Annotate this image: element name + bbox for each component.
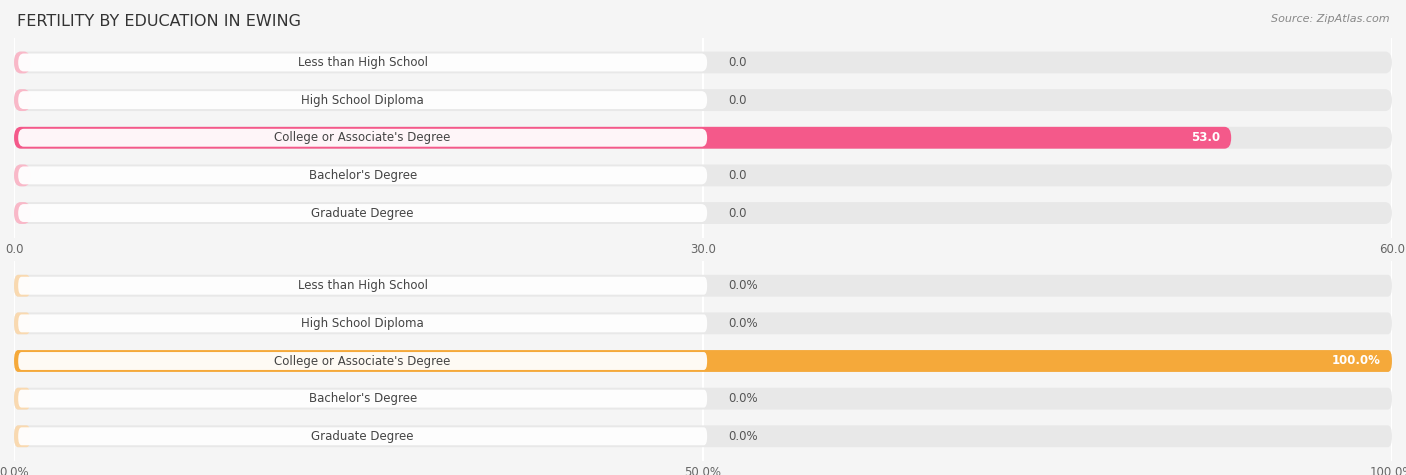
FancyBboxPatch shape (14, 313, 1392, 334)
Text: 100.0%: 100.0% (1331, 354, 1381, 368)
FancyBboxPatch shape (14, 164, 1392, 186)
FancyBboxPatch shape (14, 313, 31, 334)
FancyBboxPatch shape (18, 428, 707, 445)
Text: 53.0: 53.0 (1191, 131, 1220, 144)
FancyBboxPatch shape (14, 202, 31, 224)
Text: 0.0: 0.0 (728, 207, 747, 219)
FancyBboxPatch shape (18, 352, 707, 370)
FancyBboxPatch shape (14, 202, 1392, 224)
Text: Source: ZipAtlas.com: Source: ZipAtlas.com (1271, 14, 1389, 24)
Text: High School Diploma: High School Diploma (301, 94, 425, 106)
FancyBboxPatch shape (18, 314, 707, 332)
FancyBboxPatch shape (14, 275, 31, 296)
Text: 0.0%: 0.0% (728, 392, 758, 405)
Text: College or Associate's Degree: College or Associate's Degree (274, 131, 451, 144)
Text: Less than High School: Less than High School (298, 56, 427, 69)
FancyBboxPatch shape (14, 426, 31, 447)
Text: College or Associate's Degree: College or Associate's Degree (274, 354, 451, 368)
FancyBboxPatch shape (18, 204, 707, 222)
Text: 0.0: 0.0 (728, 94, 747, 106)
Text: 0.0: 0.0 (728, 169, 747, 182)
Text: Less than High School: Less than High School (298, 279, 427, 292)
FancyBboxPatch shape (14, 350, 1392, 372)
FancyBboxPatch shape (14, 52, 31, 73)
Text: 0.0%: 0.0% (728, 430, 758, 443)
Text: High School Diploma: High School Diploma (301, 317, 425, 330)
FancyBboxPatch shape (14, 275, 1392, 296)
FancyBboxPatch shape (18, 390, 707, 408)
Text: Bachelor's Degree: Bachelor's Degree (308, 392, 416, 405)
Text: 0.0%: 0.0% (728, 279, 758, 292)
Text: Bachelor's Degree: Bachelor's Degree (308, 169, 416, 182)
FancyBboxPatch shape (18, 166, 707, 184)
Text: 0.0%: 0.0% (728, 317, 758, 330)
FancyBboxPatch shape (18, 129, 707, 147)
FancyBboxPatch shape (18, 54, 707, 71)
FancyBboxPatch shape (14, 426, 1392, 447)
FancyBboxPatch shape (14, 388, 31, 409)
FancyBboxPatch shape (14, 388, 1392, 409)
FancyBboxPatch shape (18, 277, 707, 294)
FancyBboxPatch shape (14, 89, 31, 111)
FancyBboxPatch shape (14, 127, 1392, 149)
FancyBboxPatch shape (14, 52, 1392, 73)
FancyBboxPatch shape (14, 89, 1392, 111)
Text: Graduate Degree: Graduate Degree (311, 207, 413, 219)
Text: Graduate Degree: Graduate Degree (311, 430, 413, 443)
FancyBboxPatch shape (14, 164, 31, 186)
Text: FERTILITY BY EDUCATION IN EWING: FERTILITY BY EDUCATION IN EWING (17, 14, 301, 29)
FancyBboxPatch shape (14, 127, 1232, 149)
FancyBboxPatch shape (18, 91, 707, 109)
FancyBboxPatch shape (14, 350, 1392, 372)
Text: 0.0: 0.0 (728, 56, 747, 69)
